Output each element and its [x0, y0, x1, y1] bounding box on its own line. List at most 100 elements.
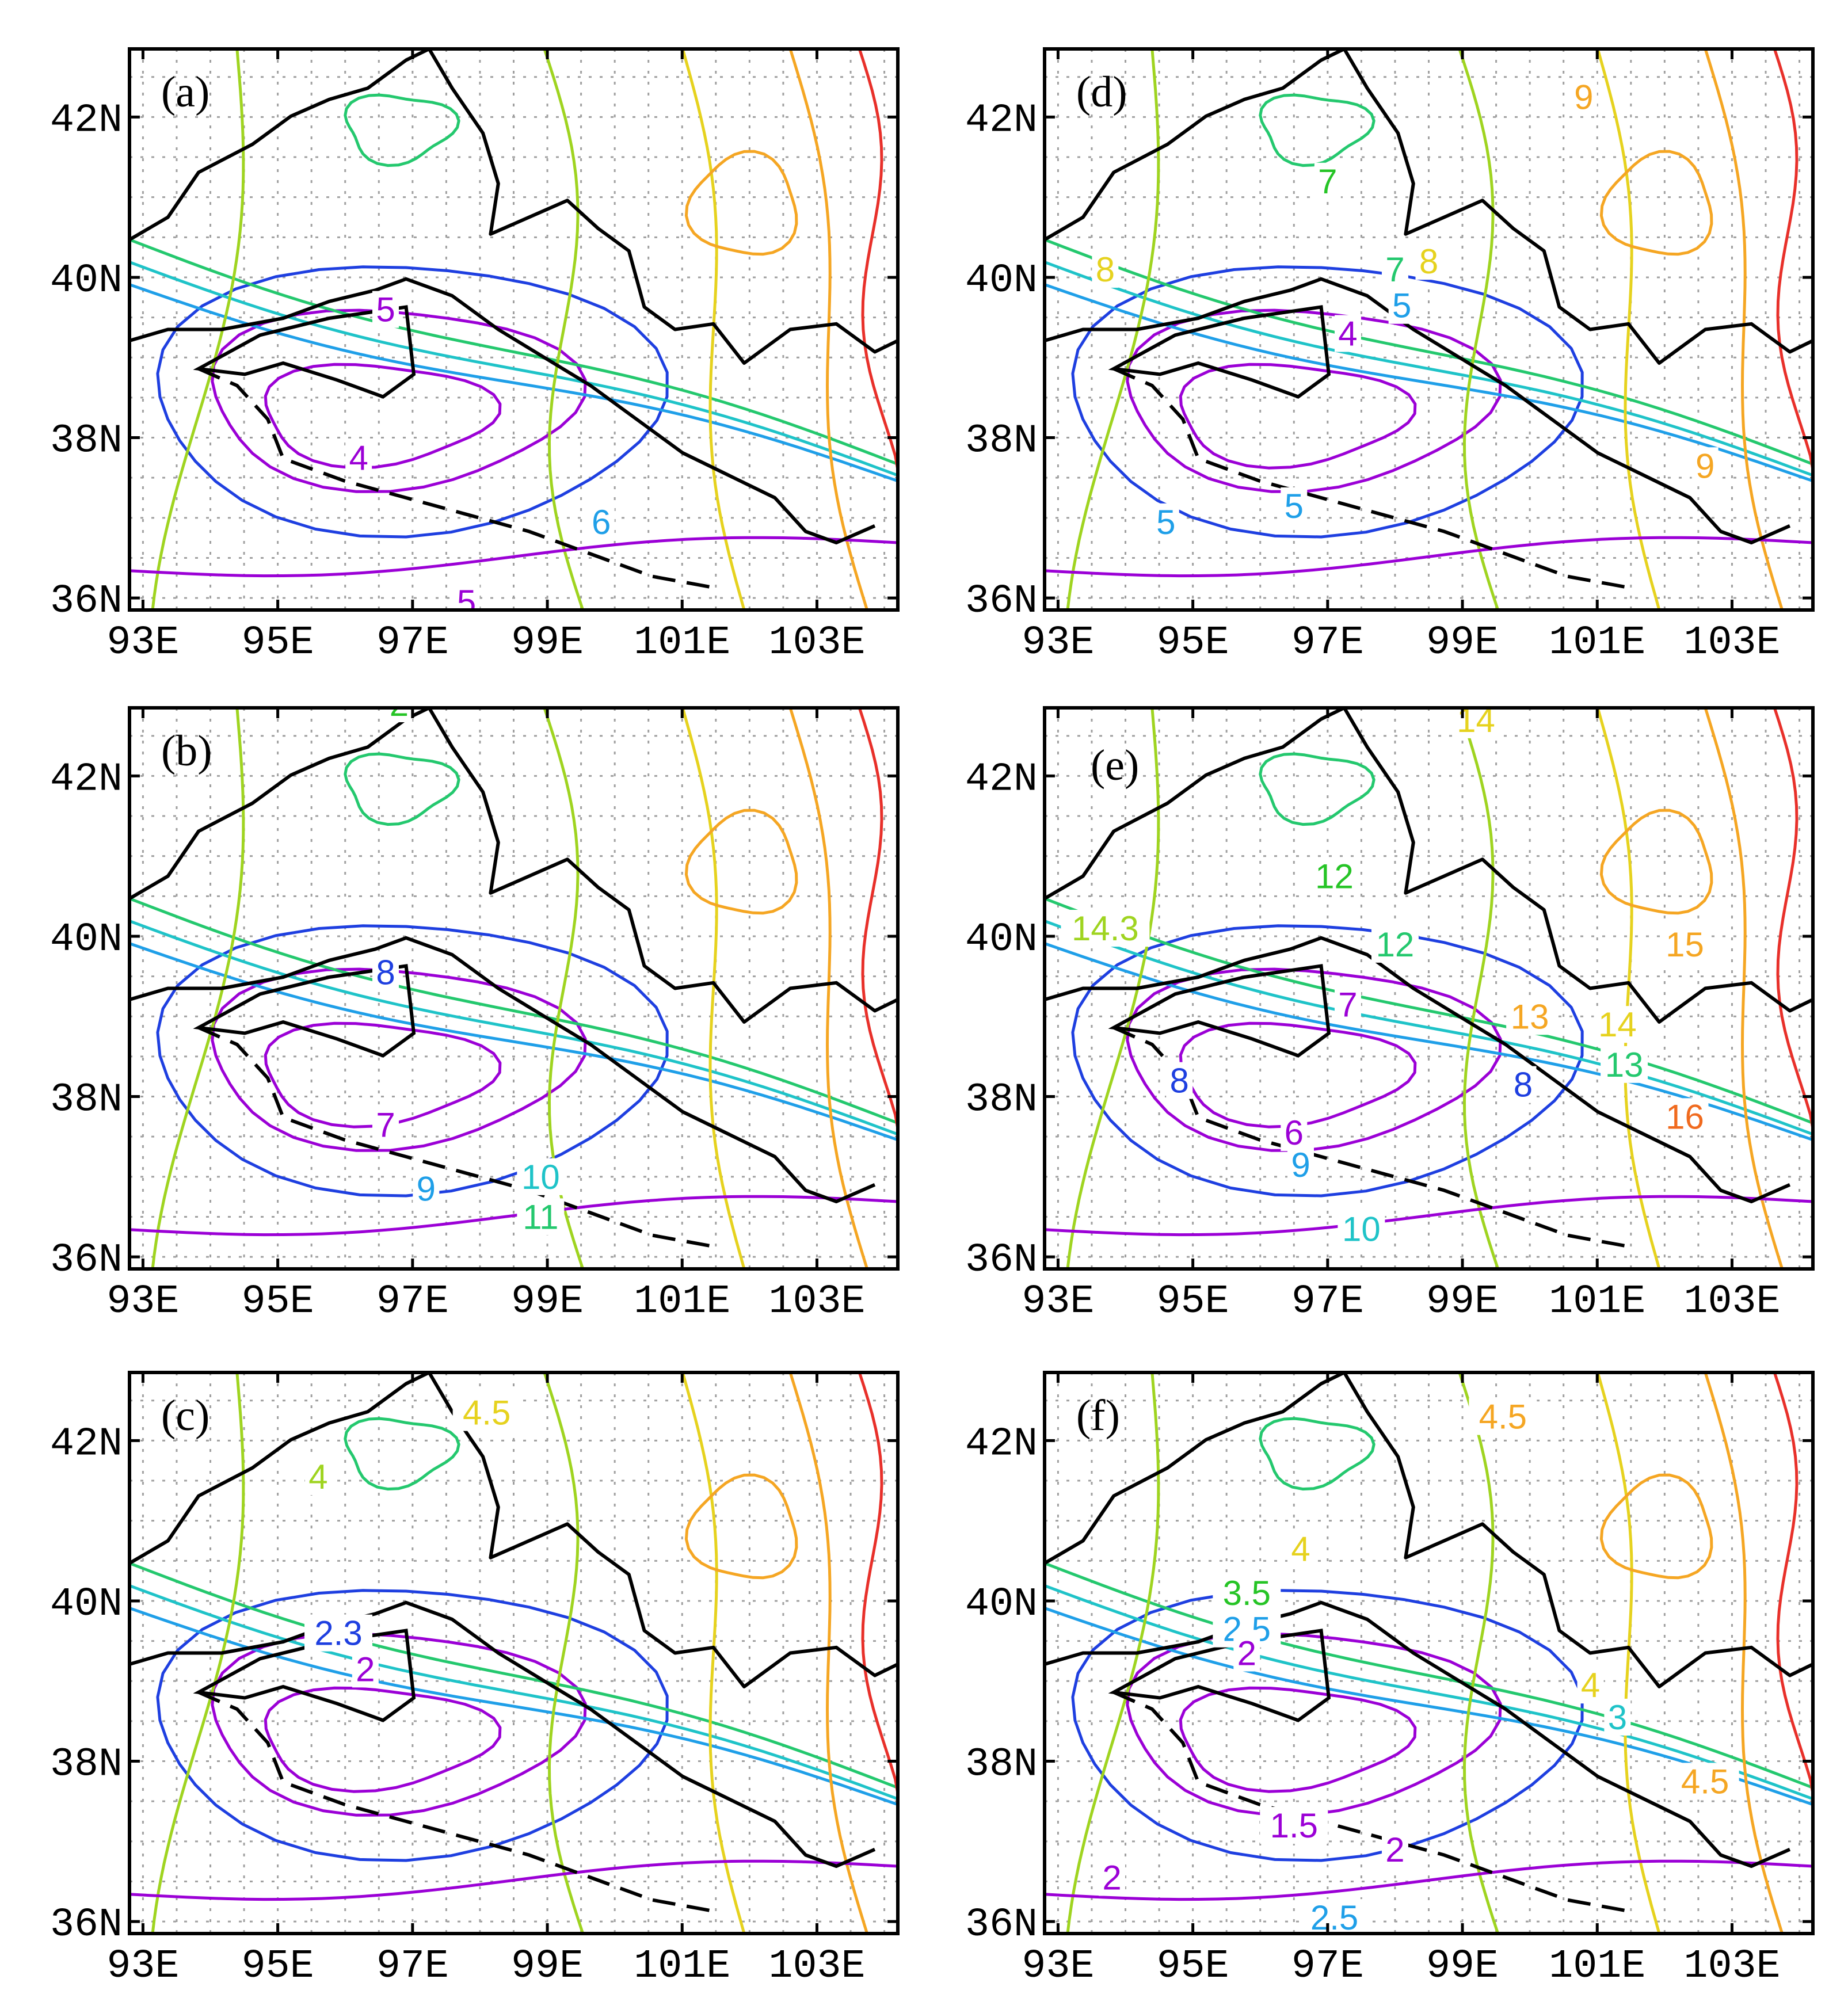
contour-label-bg [1281, 1114, 1308, 1151]
contour-label-bg [1287, 1530, 1314, 1568]
contour-label-bg [1604, 1698, 1631, 1736]
contour-label: 5 [1156, 503, 1175, 542]
contour-label-bg [1233, 1634, 1260, 1672]
contour-line [1458, 708, 1500, 1269]
contour-line [1045, 1584, 1813, 1801]
panel-frame [128, 706, 900, 1271]
contour-label: 14.3 [1072, 909, 1139, 948]
panel-label: (a) [161, 68, 209, 116]
x-tick-label: 103E [1683, 1279, 1780, 1325]
x-tick-label: 101E [1549, 1279, 1645, 1325]
x-tick-label: 99E [511, 620, 584, 666]
y-tick-label: 42N [50, 1421, 123, 1467]
x-tick-label: 95E [242, 1279, 314, 1325]
contour-line [1045, 238, 1813, 466]
contour-line [129, 1195, 898, 1237]
contour-label-bg [372, 954, 399, 991]
contour-line [1126, 967, 1502, 1152]
y-tick-label: 42N [965, 757, 1038, 802]
y-tick-label: 42N [50, 757, 123, 802]
y-tick-label: 38N [965, 419, 1038, 464]
contour-line [129, 536, 898, 578]
contour-label-bg [1388, 287, 1415, 324]
contour-label: 4.5 [463, 1394, 510, 1432]
contour-label: 9 [1574, 78, 1593, 117]
y-tick-label: 36N [50, 1902, 123, 1948]
contour-line [684, 150, 798, 256]
x-tick-label: 95E [1157, 620, 1229, 666]
x-tick-label: 93E [1022, 1279, 1094, 1325]
contour-label: 15 [1666, 925, 1704, 964]
contour-line [1773, 1372, 1813, 1934]
contour-label-bg [1601, 1046, 1648, 1083]
contour-label-bg [1469, 1398, 1537, 1435]
contour-label-bg [1510, 1066, 1537, 1103]
contour-label-bg [1334, 315, 1361, 352]
basin-boundary [193, 305, 416, 399]
basin-boundary [1108, 1629, 1331, 1722]
contour-line [1045, 1607, 1813, 1806]
contour-label: 7 [376, 1105, 395, 1144]
y-tick-label: 38N [50, 419, 123, 464]
contour-line [1045, 1195, 1813, 1237]
contour-label-bg [304, 1614, 373, 1652]
y-tick-label: 42N [965, 1421, 1038, 1467]
contour-line [129, 920, 898, 1136]
contour-label: 8 [1170, 1062, 1189, 1100]
contour-label-bg [1691, 447, 1719, 485]
contour-line [129, 897, 898, 1124]
x-tick-label: 97E [376, 1944, 449, 1989]
boundary-line [428, 1372, 898, 1688]
contour-label: 2 [1237, 1634, 1256, 1673]
y-tick-label: 40N [50, 1582, 123, 1627]
y-tick-label: 40N [965, 917, 1038, 963]
x-tick-label: 97E [1291, 620, 1364, 666]
boundary-line [1045, 277, 1791, 544]
dashed-boundary [197, 1026, 714, 1248]
contour-line [858, 1372, 898, 1934]
contour-label: 6 [592, 503, 611, 542]
contour-label-bg [1577, 1667, 1604, 1704]
contour-line [129, 238, 898, 466]
boundary-line [129, 708, 430, 901]
basin-boundary [1108, 305, 1331, 399]
x-tick-label: 99E [1426, 1944, 1499, 1989]
contour-label: 4.5 [1681, 1762, 1729, 1801]
y-tick-label: 40N [965, 1582, 1038, 1627]
contour-line [1773, 708, 1813, 1269]
contour-line [129, 1859, 898, 1901]
contour-line [1599, 1473, 1713, 1580]
contour-line [264, 1021, 502, 1128]
x-tick-label: 101E [1549, 1944, 1645, 1989]
x-tick-label: 97E [376, 620, 449, 666]
contour-label-bg [1166, 1062, 1193, 1099]
x-tick-label: 103E [768, 620, 865, 666]
contour-line [156, 1589, 669, 1862]
contour-line [1596, 708, 1661, 1269]
contour-label: 7 [1385, 250, 1404, 289]
contour-label-bg [413, 1170, 440, 1207]
contour-line [264, 1686, 502, 1793]
contour-line [681, 1372, 746, 1934]
basin-boundary [193, 1629, 416, 1722]
y-tick-label: 36N [50, 579, 123, 624]
contour-label-bg [1300, 1899, 1369, 1934]
contour-label-bg [1661, 1098, 1709, 1135]
contour-line [1458, 49, 1500, 610]
contour-label-bg [1334, 986, 1361, 1023]
x-tick-label: 99E [511, 1944, 584, 1989]
contour-label-bg [1661, 925, 1709, 963]
contour-line [858, 49, 898, 610]
contour-label: 5 [457, 583, 476, 621]
contour-label-bg [1152, 503, 1179, 540]
x-tick-label: 97E [1291, 1279, 1364, 1325]
contour-line [129, 1584, 898, 1801]
y-tick-label: 40N [50, 917, 123, 963]
contour-line [681, 49, 746, 610]
contour-line [1259, 93, 1375, 167]
contour-label: 2 [356, 1650, 375, 1688]
x-tick-label: 95E [1157, 1279, 1229, 1325]
contour-label-bg [453, 584, 480, 610]
